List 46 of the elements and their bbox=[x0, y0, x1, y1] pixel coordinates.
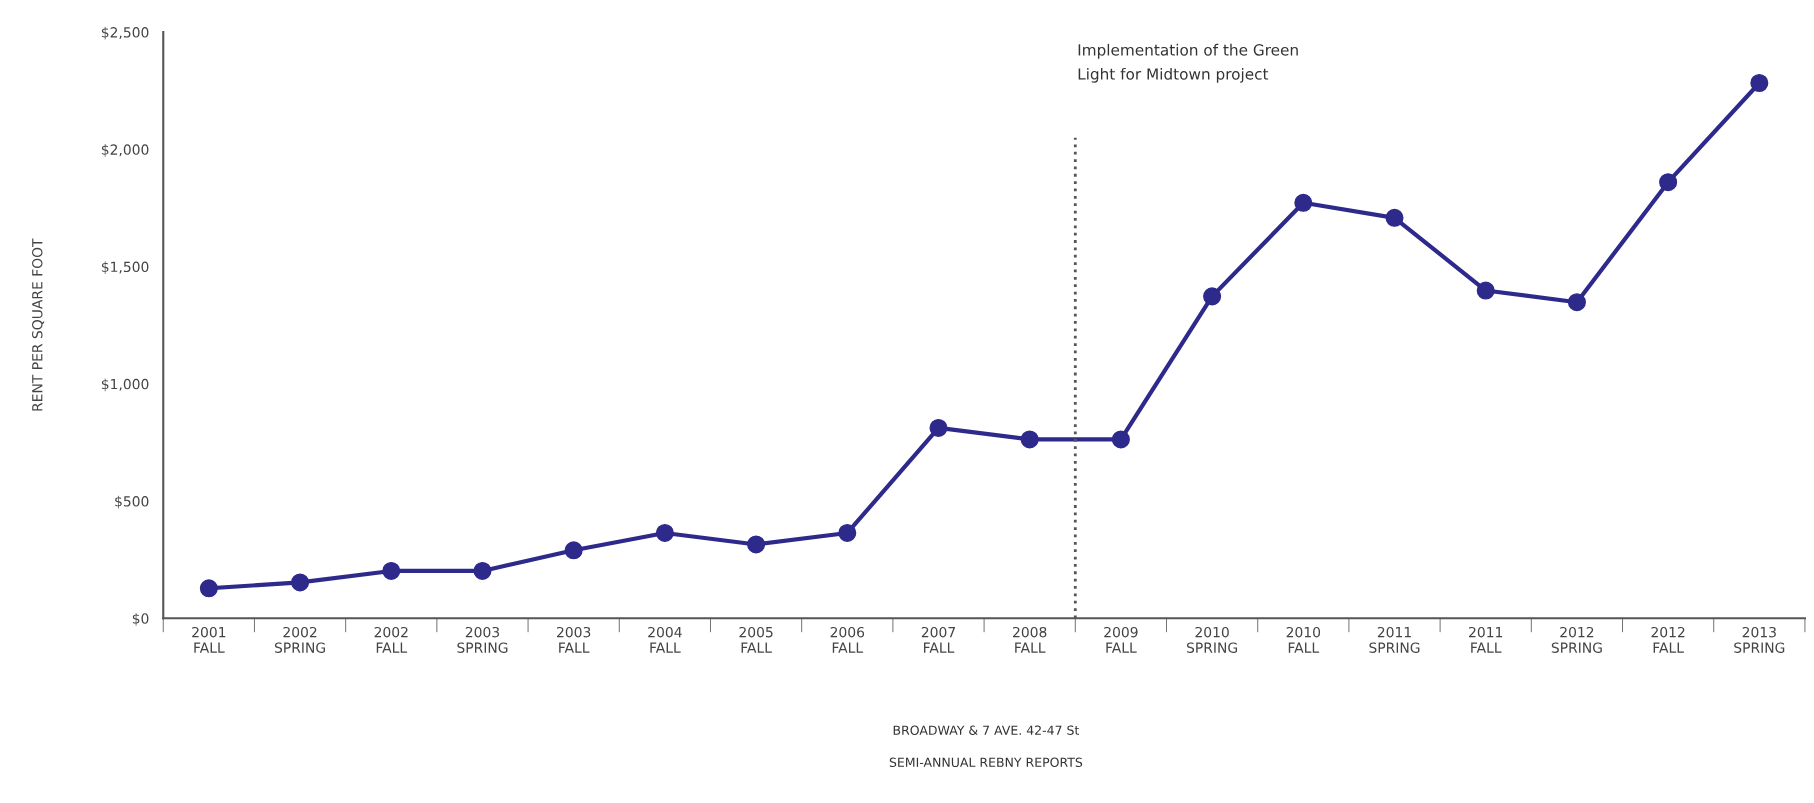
point bbox=[1659, 173, 1678, 192]
point bbox=[1750, 73, 1769, 93]
x-tick-label: 2002 FALL bbox=[374, 626, 408, 653]
x-tick-label: 2004 FALL bbox=[648, 626, 682, 653]
point bbox=[473, 561, 492, 580]
x-tick-label: 2008 FALL bbox=[1013, 626, 1047, 653]
y-axis-title: RENT PER SQUARE FOOT bbox=[32, 238, 45, 411]
point bbox=[747, 535, 766, 554]
point bbox=[199, 579, 218, 598]
x-tick-label: 2010 SPRING bbox=[1186, 626, 1238, 653]
x-tick-label: 2012 SPRING bbox=[1551, 626, 1602, 653]
point bbox=[929, 418, 948, 437]
y-tick-label: $0 bbox=[132, 613, 149, 626]
text: BROADWAY & 7 AVE. 42-47 St bbox=[893, 725, 1080, 735]
x-tick-label: 2007 FALL bbox=[921, 626, 955, 653]
x-tick-label: 2003 FALL bbox=[557, 626, 591, 653]
point bbox=[1385, 208, 1404, 227]
x-tick-label: 2009 FALL bbox=[1104, 626, 1138, 653]
point bbox=[1567, 293, 1586, 312]
point bbox=[838, 523, 857, 542]
point bbox=[1020, 430, 1039, 449]
point bbox=[655, 523, 674, 542]
x-tick-label: 2005 FALL bbox=[739, 626, 773, 653]
point bbox=[291, 573, 310, 592]
y-tick-label: $1,000 bbox=[101, 378, 149, 392]
x-tick-label: 2002 SPRING bbox=[274, 626, 325, 653]
text: SEMI-ANNUAL REBNY REPORTS bbox=[889, 757, 1083, 768]
x-tick-label: 2012 FALL bbox=[1651, 626, 1685, 653]
y-tick-label: $2,000 bbox=[101, 144, 149, 157]
y-tick-label: $1,500 bbox=[101, 261, 149, 274]
point bbox=[1203, 287, 1222, 306]
point bbox=[382, 561, 401, 580]
x-tick-label: 2013 SPRING bbox=[1734, 626, 1785, 653]
x-tick-label: 2003 SPRING bbox=[457, 626, 508, 653]
x-tick-label: 2011 FALL bbox=[1469, 626, 1503, 653]
x-tick-label: 2010 FALL bbox=[1286, 626, 1321, 653]
y-tick-label: $2,500 bbox=[101, 26, 149, 40]
y-tick-label: $500 bbox=[115, 495, 149, 509]
point bbox=[564, 541, 583, 560]
point bbox=[1294, 193, 1313, 212]
x-tick-label: 2001 FALL bbox=[192, 626, 226, 653]
point bbox=[1111, 430, 1130, 449]
x-tick-label: 2006 FALL bbox=[830, 626, 865, 653]
point bbox=[1476, 281, 1495, 300]
annotation: Implementation of the Green Light for Midtown project bbox=[1078, 43, 1298, 83]
x-tick-label: 2011 SPRING bbox=[1369, 626, 1420, 653]
